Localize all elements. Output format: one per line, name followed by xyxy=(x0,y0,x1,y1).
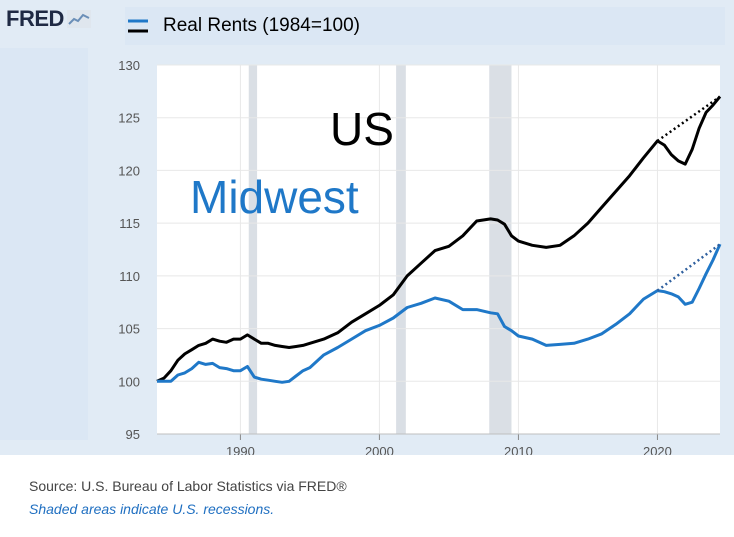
y-tick-label-95: 95 xyxy=(126,427,140,442)
legend-swatches xyxy=(128,19,148,33)
chart-title: Real Rents (1984=100) xyxy=(163,15,360,36)
footer xyxy=(0,455,734,537)
y-tick-label-115: 115 xyxy=(119,216,140,231)
y-tick-label-130: 130 xyxy=(118,58,140,73)
series-line-us xyxy=(156,95,722,383)
recession-note: Shaded areas indicate U.S. recessions. xyxy=(29,501,275,517)
fred-logo-text: FRED xyxy=(6,6,64,31)
series-line-midwest xyxy=(157,243,722,384)
y-tick-label-120: 120 xyxy=(118,163,140,178)
y-tick-label-110: 110 xyxy=(119,269,140,284)
fred-logo[interactable]: FRED xyxy=(6,6,91,32)
annotation-us: US xyxy=(330,103,394,155)
y-tick-label-100: 100 xyxy=(118,374,140,389)
annotation-midwest: Midwest xyxy=(190,171,359,223)
legend-box xyxy=(125,7,725,45)
source-text: Source: U.S. Bureau of Labor Statistics … xyxy=(29,478,347,494)
chart-line-icon xyxy=(66,10,91,28)
y-tick-label-105: 105 xyxy=(118,322,140,337)
left-panel xyxy=(0,48,88,440)
y-tick-label-125: 125 xyxy=(118,111,140,126)
recession-band-1 xyxy=(396,65,406,434)
recession-band-0 xyxy=(248,65,258,434)
recession-band-2 xyxy=(489,65,512,434)
